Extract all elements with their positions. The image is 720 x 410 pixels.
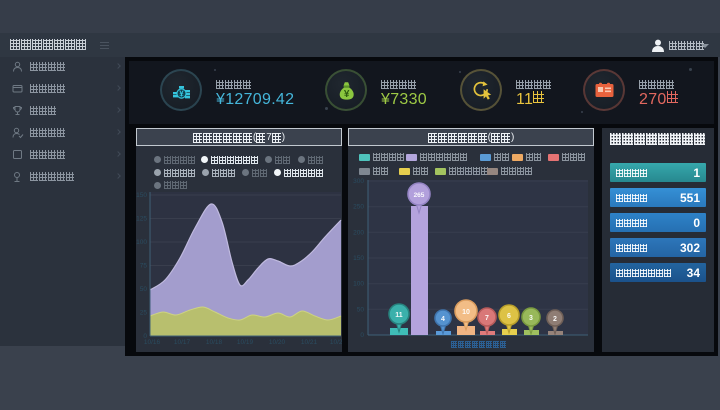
- svg-text:10/17: 10/17: [174, 339, 191, 346]
- svg-text:10: 10: [462, 309, 470, 316]
- svg-text:10/20: 10/20: [269, 339, 286, 346]
- svg-text:¥: ¥: [179, 89, 184, 98]
- svg-text:4: 4: [441, 316, 445, 323]
- svg-text:125: 125: [136, 216, 147, 223]
- svg-text:250: 250: [353, 204, 364, 211]
- svg-text:11: 11: [395, 312, 403, 319]
- svg-text:25: 25: [140, 310, 148, 317]
- svg-text:50: 50: [357, 306, 365, 313]
- svg-text:10/18: 10/18: [206, 339, 223, 346]
- svg-text:100: 100: [353, 281, 364, 288]
- svg-text:100: 100: [136, 239, 147, 246]
- svg-text:3: 3: [529, 315, 533, 322]
- svg-text:0: 0: [360, 332, 364, 339]
- svg-text:75: 75: [140, 263, 148, 270]
- svg-text:300: 300: [353, 178, 364, 185]
- svg-text:10/16: 10/16: [144, 339, 161, 346]
- svg-text:10/19: 10/19: [237, 339, 254, 346]
- svg-text:150: 150: [136, 192, 147, 199]
- svg-text:200: 200: [353, 229, 364, 236]
- svg-text:265: 265: [414, 192, 425, 199]
- svg-text:7: 7: [485, 315, 489, 322]
- svg-text:2: 2: [553, 316, 557, 323]
- svg-text:150: 150: [353, 255, 364, 262]
- svg-text:10/21: 10/21: [301, 339, 318, 346]
- svg-text:50: 50: [140, 286, 148, 293]
- svg-text:0: 0: [143, 333, 147, 340]
- svg-text:¥: ¥: [343, 89, 349, 100]
- svg-text:6: 6: [507, 313, 511, 320]
- svg-text:10/22: 10/22: [330, 339, 342, 346]
